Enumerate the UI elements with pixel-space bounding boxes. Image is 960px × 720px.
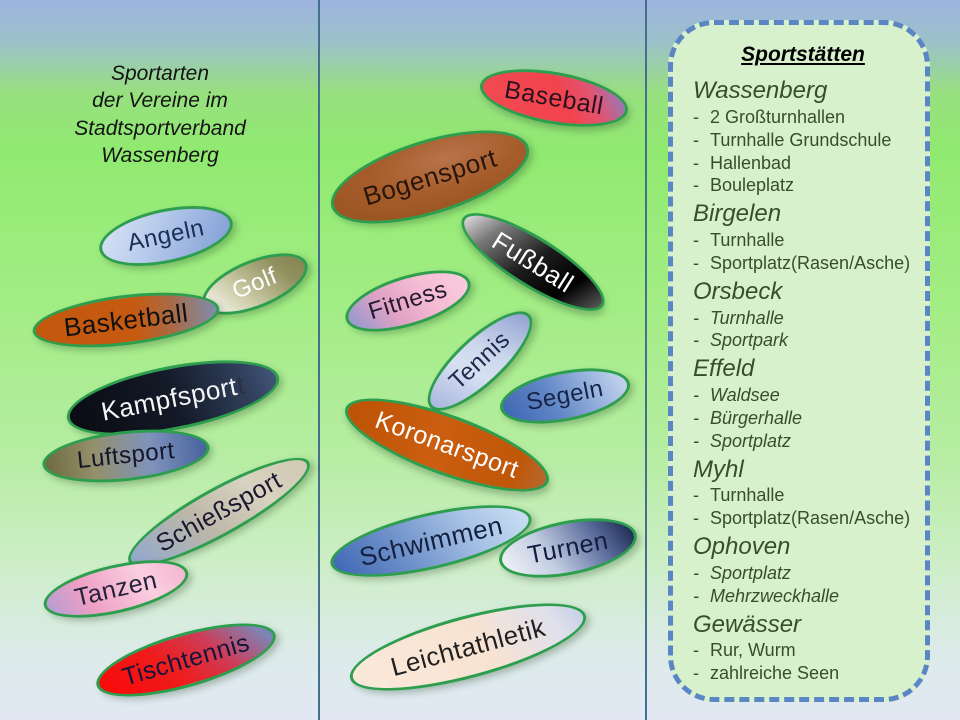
facility-heading-ophoven: Ophoven [693, 533, 791, 561]
sport-ellipse-label: Basketball [62, 297, 190, 343]
facility-item: -2 Großturnhallen [693, 106, 913, 129]
sport-ellipse-label: Angeln [125, 214, 207, 257]
sport-ellipse-label: Segeln [524, 374, 606, 417]
facility-item-text: 2 Großturnhallen [710, 106, 846, 127]
slide-title: Sportarten der Vereine im Stadtsportverb… [20, 60, 300, 169]
facility-item-bullet: - [693, 407, 699, 428]
facility-item-text: Turnhalle [710, 307, 784, 328]
facility-item: - Bürgerhalle [693, 407, 913, 430]
sport-ellipse-angeln: Angeln [93, 195, 239, 277]
facility-item: - Bouleplatz [693, 174, 913, 197]
facility-item: - zahlreiche Seen [693, 662, 913, 685]
sport-ellipse-label: Turnen [525, 526, 611, 570]
sport-ellipse-label: Tennis [443, 326, 516, 396]
slide-title-line: Wassenberg [101, 143, 219, 167]
facility-item-bullet: - [693, 640, 699, 661]
facility-heading-birgelen: Birgelen [693, 200, 782, 228]
facility-heading-gewsser: Gewässer [693, 610, 802, 638]
sport-ellipse-fussball: Fußball [449, 196, 617, 328]
facility-item: - Sportplatz(Rasen/Asche) [693, 507, 913, 530]
facility-item-bullet: - [693, 252, 699, 273]
facility-item-text: Sportplatz(Rasen/Asche) [710, 508, 911, 529]
sport-ellipse-label: Luftsport [75, 436, 177, 475]
sport-ellipse-label: Bogensport [359, 142, 501, 212]
facility-item: - Turnhalle [693, 229, 913, 252]
facility-item-bullet: - [693, 230, 699, 251]
sport-ellipse-fitness: Fitness [338, 258, 478, 344]
sport-ellipse-label: Koronarsport [371, 405, 523, 484]
column-divider-left [318, 0, 320, 720]
facility-item-bullet: - [693, 585, 699, 606]
sport-ellipse-label: Golf [228, 262, 282, 305]
facility-item-text: Sportpark [710, 330, 789, 351]
sport-ellipse-segeln: Segeln [495, 358, 635, 434]
facility-item-bullet: - [693, 385, 699, 406]
facility-item-text: zahlreiche Seen [710, 663, 840, 684]
facility-item: - Turnhalle Grundschule [693, 129, 913, 152]
facility-item: - Hallenbad [693, 152, 913, 175]
facility-sections: Wassenberg -2 Großturnhallen - Turnhalle Gr… [693, 77, 913, 685]
sport-ellipse-label-suffix: t [233, 368, 248, 400]
sport-ellipse-label: Tischtennis [119, 628, 253, 692]
facility-item-text: Sportplatz [710, 562, 792, 583]
facility-heading-effeld: Effeld [693, 355, 755, 383]
facility-item-bullet: - [693, 152, 699, 173]
facility-heading-orsbeck: Orsbeck [693, 277, 783, 305]
facility-item: - Rur, Wurm [693, 639, 913, 662]
facility-item-bullet: - [693, 430, 699, 451]
facility-item-bullet: - [693, 508, 699, 529]
sport-ellipse-label: Fußball [487, 224, 580, 299]
sport-ellipse-label: Schießsport [151, 465, 287, 558]
facility-item: - Sportplatz [693, 562, 913, 585]
sport-ellipse-label: Baseball [502, 75, 606, 120]
facility-item: - Mehrzweckhalle [693, 585, 913, 608]
facility-item-bullet: - [693, 307, 699, 328]
sport-ellipse-leichtathletik: Leichtathletik [342, 585, 594, 709]
sport-ellipse-baseball: Baseball [475, 59, 633, 137]
facility-item-bullet: - [693, 129, 699, 150]
sport-ellipse-tanzen: Tanzen [38, 548, 194, 630]
facility-item-text: Turnhalle Grundschule [710, 129, 892, 150]
column-divider-right [645, 0, 647, 720]
slide-title-line: der Vereine im [92, 89, 228, 113]
sport-ellipse-label: Schwimmen [356, 509, 506, 572]
facility-item: - Sportplatz [693, 430, 913, 453]
facility-item-bullet: - [693, 175, 699, 196]
facility-item-bullet: - [693, 106, 699, 127]
facility-item-text: Waldsee [710, 385, 780, 406]
sport-ellipse-luftsport: Luftsport [39, 422, 213, 490]
facility-item-text: Turnhalle [710, 230, 785, 251]
sport-ellipse-tischtennis: Tischtennis [89, 608, 283, 712]
panel-title: Sportstätten [741, 43, 865, 66]
facility-item: - Turnhalle [693, 484, 913, 507]
facility-item-bullet: - [693, 562, 699, 583]
sport-ellipse-label: Fitness [365, 275, 451, 326]
facility-item: - Waldsee [693, 384, 913, 407]
facility-item-text: Bouleplatz [710, 175, 795, 196]
facility-item-text: Sportplatz(Rasen/Asche) [710, 252, 911, 273]
facility-item: - Sportpark [693, 329, 913, 352]
facility-item-bullet: - [693, 663, 699, 684]
facility-item-text: Rur, Wurm [710, 640, 796, 661]
facility-heading-myhl: Myhl [693, 455, 744, 483]
facility-item-bullet: - [693, 485, 699, 506]
facility-heading-wassenberg: Wassenberg [693, 77, 828, 104]
facility-item-bullet: - [693, 330, 699, 351]
slide-title-line: Sportarten [110, 62, 210, 85]
facility-item-text: Mehrzweckhalle [710, 585, 840, 606]
sport-ellipse-label: Tanzen [71, 565, 160, 612]
facility-item: - Sportplatz(Rasen/Asche) [693, 252, 913, 275]
facility-item-text: Turnhalle [710, 485, 785, 506]
sport-ellipse-basketball: Basketball [29, 283, 223, 357]
facility-item-text: Bürgerhalle [710, 407, 803, 428]
slide-title-line: Stadtsportverband [74, 116, 246, 140]
facility-item-text: Sportplatz [710, 430, 792, 451]
sport-ellipse-schwimmen: Schwimmen [324, 490, 538, 592]
sport-ellipse-label: Leichtathletik [387, 611, 549, 682]
facility-item: - Turnhalle [693, 307, 913, 330]
sportstaetten-panel: Sportstätten Wassenberg -2 Großturnhallen… [668, 20, 930, 702]
facility-item-text: Hallenbad [710, 152, 792, 173]
sport-ellipse-label: Kampfsportt [98, 368, 248, 427]
